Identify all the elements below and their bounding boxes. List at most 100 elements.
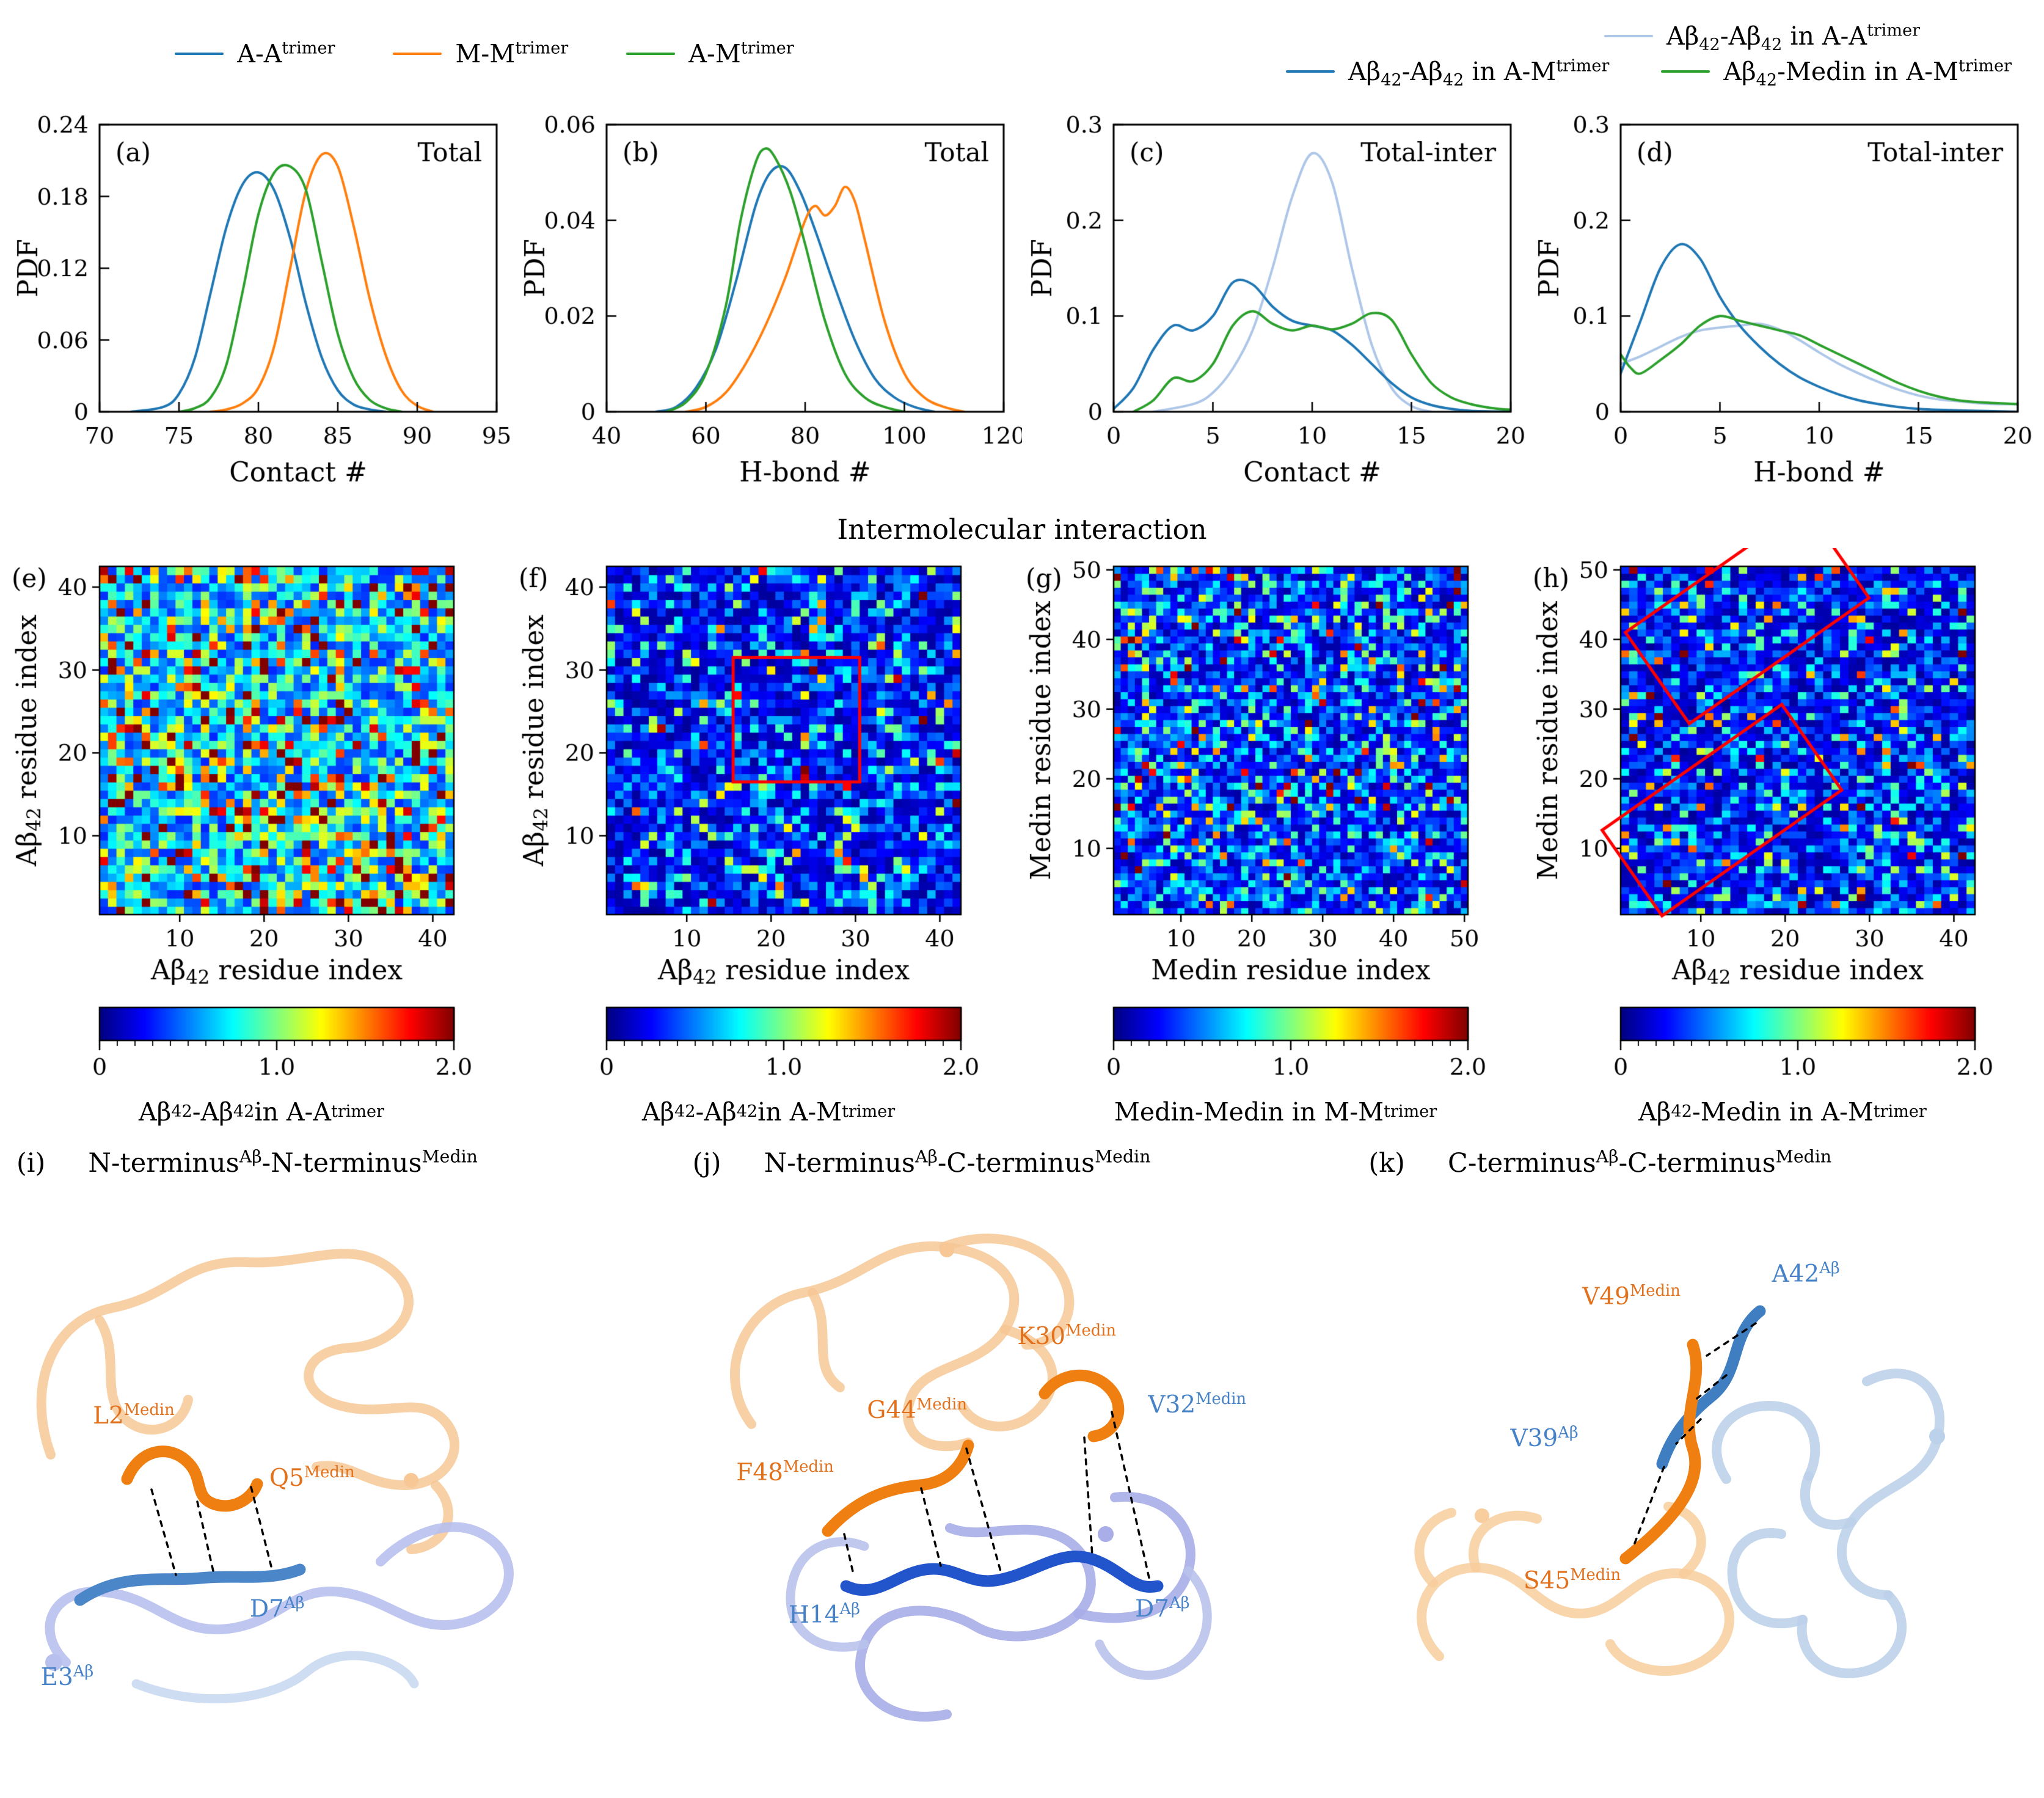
chain-bead [1929,1428,1946,1444]
legend-label: Aβ42-Aβ42 in A-Mtrimer [1348,56,1610,90]
legend-item-aa-trimer: A-Atrimer [175,39,335,68]
medin-highlight-k30 [1038,1369,1124,1442]
chain-bead [404,1473,418,1488]
legend-item-abab-am: Aβ42-Aβ42 in A-Mtrimer [1285,56,1610,90]
pdf-plots-row [8,100,2036,503]
hbond-dashed-line [842,1533,855,1578]
molecular-title-i: (i) N-terminusAβ-N-terminusMedin [8,1148,684,1192]
heatmap-panel-g: Medin-Medin in M-M trimer [1022,548,1529,1132]
panel-tag: (j) [692,1148,721,1179]
hbond-dashed-line [196,1500,216,1577]
legend-label: Aβ42-Aβ42 in A-Atrimer [1666,21,1920,55]
hbond-dashed-line [1706,1322,1757,1357]
molecular-panel-k: (k) C-terminusAβ-C-terminusMedin [1360,1148,2036,1760]
abeta-chain-faded [786,1537,869,1652]
legend-line-sample [1604,35,1653,37]
medin-chain-faded [1414,1508,1457,1588]
hbond-dashed-line [1082,1436,1093,1557]
molecular-panel-i: (i) N-terminusAβ-N-terminusMedin [8,1148,684,1760]
chain-bead [1097,1526,1114,1542]
pdf-plot-d-inter-hbonds [1529,100,2036,503]
residue-label-v39-abeta: V39Aβ [1510,1423,1579,1453]
colorbar-g [1022,1000,1529,1092]
protein-cartoon-j [729,1233,1212,1722]
medin-chain-faded [36,1249,459,1490]
heatmap-panel-f: Aβ 42 -Aβ 42 in A-M trimer [515,548,1022,1132]
residue-label-e3-abeta: E3Aβ [40,1662,94,1691]
pdf-plot-b-total-hbonds [515,100,1022,503]
hbond-dashed-line [1632,1466,1666,1548]
abeta-chain-faded [1837,1369,1945,1600]
heatmap-h-abmedin-am [1529,548,2036,1000]
legend-item-abab-aa: Aβ42-Aβ42 in A-Atrimer [1604,21,1920,55]
pdf-plot-a-total-contacts [8,100,515,503]
residue-label-q5-medin: Q5Medin [269,1463,355,1493]
legend-row-1: Aβ42-Aβ42 in A-Atrimer [1604,21,1920,55]
chain-bead [45,1654,62,1671]
residue-label-s45-medin: S45Medin [1523,1565,1621,1595]
legend-row: A-Atrimer M-Mtrimer A-Mtrimer Aβ42-Aβ42 … [8,7,2036,100]
panel-tag: (k) [1368,1148,1405,1179]
legend-line-sample [1285,70,1335,73]
residue-label-h14-abeta: H14Aβ [788,1599,860,1629]
heatmap-panel-e: Aβ 42 -Aβ 42 in A-A trimer [8,548,515,1132]
colorbar-h [1529,1000,2036,1092]
medin-highlight-v49-s45 [1619,1339,1703,1565]
hbond-dashed-line [250,1486,273,1570]
chain-bead [939,1243,954,1257]
figure-root: A-Atrimer M-Mtrimer A-Mtrimer Aβ42-Aβ42 … [8,7,2036,1760]
residue-label-k30-medin: K30Medin [1017,1321,1116,1350]
pdf-plot-c-inter-contacts [1022,100,1529,503]
heatmap-e-abab-aa [8,548,515,1000]
abeta-highlight-h14-d7 [840,1551,1164,1596]
legend-label: M-Mtrimer [455,38,569,68]
molecular-structure-k: V49Medin A42Aβ V39Aβ S45Medin [1360,1192,2013,1760]
residue-label-d7-abeta: D7Aβ [249,1594,305,1623]
legend-label: A-Atrimer [237,38,335,68]
medin-chain-faded [95,1315,193,1435]
medin-chain-faded [1469,1510,1542,1573]
medin-chain-faded [938,1233,1074,1350]
panel-title: N-terminusAβ-C-terminusMedin [764,1146,1151,1179]
panel-title: C-terminusAβ-C-terminusMedin [1447,1146,1832,1179]
legend-trimer-systems: A-Atrimer M-Mtrimer A-Mtrimer [8,39,961,68]
protein-cartoon-k [1414,1305,1946,1678]
medin-highlight-f48-g44 [822,1439,974,1537]
residue-label-l2-medin: L2Medin [93,1401,175,1430]
colorbar-f [515,1000,1022,1092]
heatmaps-row: Aβ 42 -Aβ 42 in A-A trimer Aβ 42 -Aβ 42 in A-M t… [8,548,2036,1132]
medin-chain-faded [729,1241,1019,1452]
residue-label-f48-medin: F48Medin [736,1458,834,1487]
abeta-chain-faded [1800,1471,1857,1530]
residue-label-d7-abeta: D7Aβ [1134,1594,1190,1623]
panel-title: N-terminusAβ-N-terminusMedin [88,1146,478,1179]
protein-cartoon-i [36,1249,514,1704]
section-title: Intermolecular interaction [837,513,1207,546]
abeta-chain-faded [1095,1566,1212,1680]
legend-line-sample [393,53,442,55]
panel-tag: (i) [16,1148,46,1179]
residue-label-g44-medin: G44Medin [867,1395,967,1424]
residue-label-v32-medin: V32Medin [1148,1389,1247,1419]
molecular-row: (i) N-terminusAβ-N-terminusMedin [8,1148,2036,1760]
molecular-title-k: (k) C-terminusAβ-C-terminusMedin [1360,1148,2036,1192]
abeta-highlight-e3-d7 [74,1563,306,1606]
residue-label-a42-abeta: A42Aβ [1772,1259,1840,1288]
legend-label: A-Mtrimer [688,38,794,68]
legend-item-am-trimer: A-Mtrimer [626,39,794,68]
molecular-structure-j: F48Medin G44Medin K30Medin V32Medin H14A… [684,1192,1338,1760]
colorbar-e [8,1000,515,1092]
abeta-chain-faded [131,1651,419,1704]
colorbar-caption-f: Aβ 42 -Aβ 42 in A-M trimer [641,1097,896,1127]
medin-chain-faded [1417,1563,1735,1676]
legend-item-abmedin-am: Aβ42-Medin in A-Mtrimer [1661,57,2012,89]
colorbar-caption-h: Aβ 42 -Medin in A-M trimer [1638,1097,1927,1127]
abeta-chain-faded [1712,1401,1820,1484]
legend-row-2: Aβ42-Aβ42 in A-Mtrimer Aβ42-Medin in A-M… [1285,56,2012,90]
molecular-panel-j: (j) N-terminusAβ-C-terminusMedin [684,1148,1360,1760]
legend-line-sample [626,53,676,55]
legend-inter-pairs: Aβ42-Aβ42 in A-Atrimer Aβ42-Aβ42 in A-Mt… [961,21,2036,90]
abeta-chain-faded [1727,1528,1808,1629]
hbond-dashed-line [150,1488,177,1576]
legend-line-sample [1661,70,1710,73]
